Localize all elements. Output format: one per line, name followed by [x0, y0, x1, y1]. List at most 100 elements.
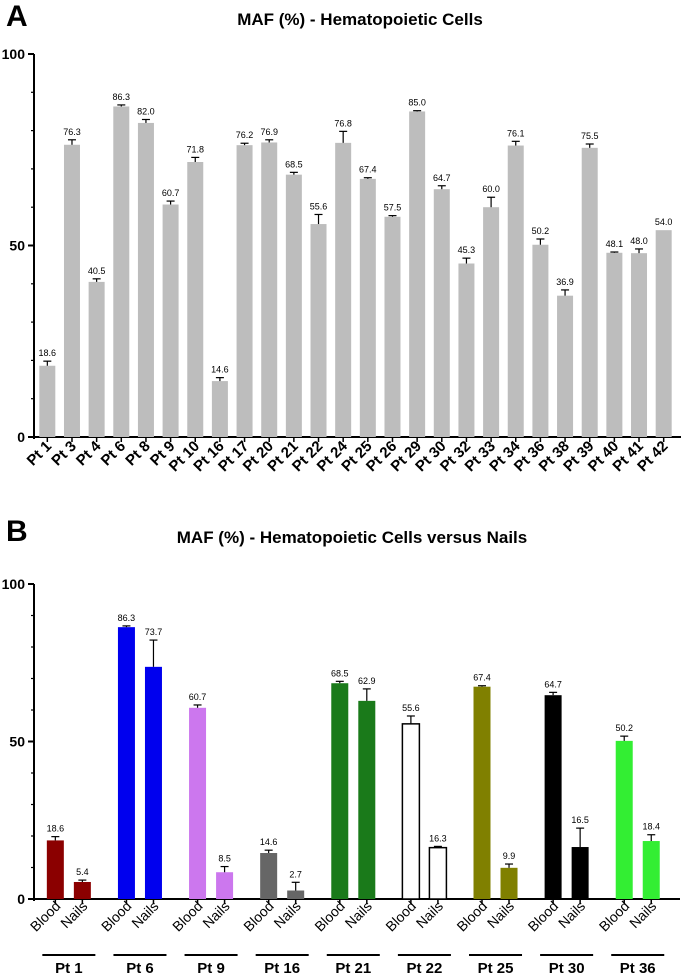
panel-a-data-label: 45.3	[458, 245, 476, 255]
panel-b-subcategory-label: Blood	[169, 898, 206, 935]
panel-a-bar	[310, 224, 327, 437]
panel-b-letter: B	[6, 515, 28, 548]
panel-b-y-tick-label: 0	[17, 891, 25, 907]
panel-a-data-label: 18.6	[39, 348, 57, 358]
panel-a-data-label: 76.9	[260, 127, 278, 137]
panel-b-subcategory-label: Nails	[57, 898, 90, 931]
panel-a-data-label: 82.0	[137, 106, 155, 116]
panel-a-data-label: 64.7	[433, 173, 451, 183]
panel-a-bar	[359, 178, 376, 437]
panel-b-subcategory-label: Blood	[311, 898, 348, 935]
panel-b-subcategory-label: Blood	[240, 898, 277, 935]
panel-b-group-label: Pt 16	[264, 960, 300, 977]
panel-a-bar	[532, 244, 549, 437]
panel-b-data-label: 50.2	[615, 723, 633, 733]
panel-a-bar	[88, 281, 105, 437]
panel-b-subcategory-label: Blood	[27, 898, 64, 935]
panel-b-subcategory-label: Blood	[453, 898, 490, 935]
panel-b-bar	[358, 700, 376, 899]
panel-b-bar	[287, 890, 305, 899]
panel-b-subcategory-label: Blood	[525, 898, 562, 935]
panel-b-y-tick-label: 50	[9, 734, 25, 750]
panel-a-category-label: Pt 1	[24, 438, 55, 469]
panel-b-y-tick-label: 100	[2, 576, 26, 592]
panel-b-bar	[615, 740, 633, 899]
panel-a-bar	[63, 144, 80, 437]
panel-a-bar	[433, 189, 450, 437]
panel-b-group-label: Pt 6	[126, 960, 154, 977]
panel-b-data-label: 62.9	[358, 676, 376, 686]
panel-a-data-label: 86.3	[113, 92, 131, 102]
panel-a-bar	[211, 381, 228, 437]
panel-a-bar	[113, 106, 130, 437]
panel-a-data-label: 14.6	[211, 365, 229, 375]
panel-b-bar	[544, 695, 562, 899]
panel-b-subcategory-label: Nails	[626, 898, 659, 931]
panel-a-data-label: 76.8	[334, 118, 352, 128]
panel-b-data-label: 14.6	[260, 837, 278, 847]
panel-a-category-label: Pt 8	[122, 438, 153, 469]
panel-a-y-tick-label: 0	[17, 429, 25, 445]
panel-a-bar	[606, 252, 623, 437]
panel-a-bar	[458, 263, 475, 437]
panel-a-bar	[655, 230, 672, 437]
panel-a-data-label: 48.0	[630, 236, 648, 246]
panel-b-bar	[500, 867, 518, 899]
panel-a-category-label: Pt 3	[48, 438, 79, 469]
panel-b-subcategory-label: Blood	[382, 898, 419, 935]
panel-a-y-tick-label: 100	[2, 46, 26, 62]
panel-b-subcategory-label: Nails	[128, 898, 161, 931]
panel-b-group-label: Pt 30	[549, 960, 585, 977]
panel-a-bar	[335, 142, 352, 437]
panel-b-subcategory-label: Blood	[98, 898, 135, 935]
panel-a-bar	[409, 111, 426, 437]
panel-b-data-label: 16.5	[571, 815, 589, 825]
panel-b-subcategory-label: Nails	[484, 898, 517, 931]
panel-a-data-label: 76.3	[63, 127, 81, 137]
panel-a-data-label: 67.4	[359, 165, 377, 175]
panel-b-bar	[401, 723, 421, 900]
panel-a-bar	[236, 145, 253, 438]
panel-b-bar	[73, 881, 91, 899]
panel-a-bar	[557, 295, 574, 437]
panel-b-bar	[571, 847, 589, 899]
panel-a-bar	[631, 253, 648, 437]
panel-a-data-label: 50.2	[532, 226, 550, 236]
panel-b-bar	[189, 707, 207, 899]
panel-a-data-label: 85.0	[408, 98, 426, 108]
panel-a-data-label: 48.1	[606, 239, 624, 249]
panel-a-data-label: 71.8	[186, 144, 204, 154]
panel-b-data-label: 86.3	[118, 613, 136, 623]
panel-a-data-label: 60.7	[162, 188, 180, 198]
panel-a-bar	[137, 122, 154, 437]
panel-b-data-label: 55.6	[402, 703, 420, 713]
panel-b-bar	[642, 841, 660, 899]
panel-a-y-tick-label: 50	[9, 238, 25, 254]
panel-b-group-label: Pt 1	[55, 960, 83, 977]
panel-a-bar	[39, 365, 56, 437]
panel-b-data-label: 68.5	[331, 668, 349, 678]
panel-a-bar	[187, 162, 204, 438]
panel-b-data-label: 8.5	[218, 854, 231, 864]
panel-a-data-label: 40.5	[88, 266, 106, 276]
panel-b-subcategory-label: Nails	[199, 898, 232, 931]
panel-b-data-label: 60.7	[189, 692, 207, 702]
panel-b-data-label: 18.4	[642, 822, 660, 832]
panel-b-group-label: Pt 25	[478, 960, 514, 977]
panel-b-group-label: Pt 9	[197, 960, 225, 977]
panel-a-category-label: Pt 4	[73, 437, 105, 469]
panel-b-group-label: Pt 36	[620, 960, 656, 977]
panel-b-bar	[473, 686, 491, 899]
panel-b-bar	[331, 683, 349, 899]
panel-b-subcategory-label: Nails	[555, 898, 588, 931]
panel-a-chart: 0 50 100 18.6 Pt 1 76.3 Pt 3 40.5 Pt 4 86.3 Pt 6 82…	[2, 46, 681, 475]
panel-a-bar	[384, 216, 401, 437]
panel-a-data-label: 55.6	[310, 201, 328, 211]
panel-a-data-label: 76.1	[507, 128, 525, 138]
panel-a-data-label: 75.5	[581, 131, 599, 141]
panel-a-data-label: 54.0	[655, 217, 673, 227]
panel-b-subcategory-label: Nails	[413, 898, 446, 931]
panel-b-data-label: 5.4	[76, 867, 89, 877]
panel-b-bar	[260, 853, 278, 899]
panel-b-bar	[216, 872, 234, 899]
